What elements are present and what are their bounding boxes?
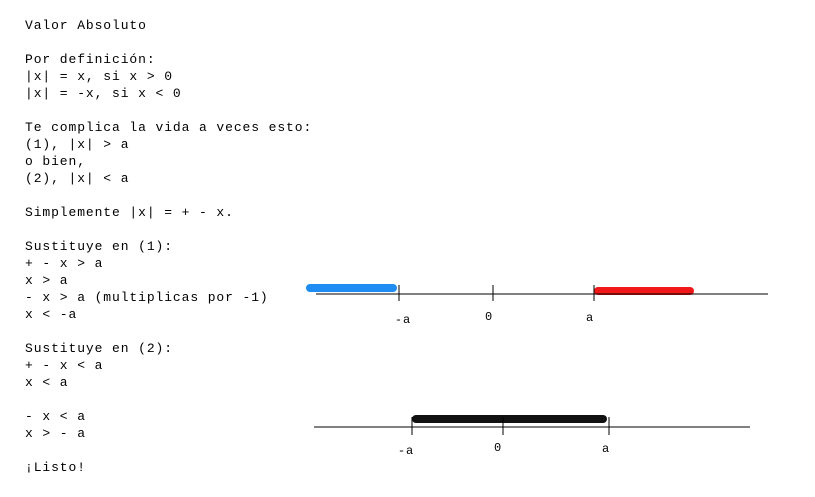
text-line: + - x < a: [25, 358, 104, 373]
text-line: x > a: [25, 273, 69, 288]
tick-label: 0: [485, 310, 493, 324]
text-line: o bien,: [25, 154, 86, 169]
text-line: (1), |x| > a: [25, 137, 130, 152]
text-line: Sustituye en (2):: [25, 341, 173, 356]
text-line: ¡Listo!: [25, 460, 86, 475]
number-line-2: -a 0 a: [314, 415, 750, 458]
text-line: (2), |x| < a: [25, 171, 130, 186]
number-line-1: -a 0 a: [306, 284, 768, 327]
text-line: x < -a: [25, 307, 78, 322]
text-line: Sustituye en (1):: [25, 239, 173, 254]
text-line: + - x > a: [25, 256, 104, 271]
text-line: - x > a (multiplicas por -1): [25, 290, 269, 305]
interval-left: [306, 284, 397, 292]
text-line: |x| = -x, si x < 0: [25, 86, 182, 101]
text-line: Por definición:: [25, 52, 156, 67]
text-line: Simplemente |x| = + - x.: [25, 205, 234, 220]
tick-label: -a: [395, 313, 411, 327]
interval-middle: [412, 415, 607, 423]
text-line: - x < a: [25, 409, 86, 424]
tick-label: a: [586, 311, 594, 325]
text-line: |x| = x, si x > 0: [25, 69, 173, 84]
text-line: x < a: [25, 375, 69, 390]
text-line: Valor Absoluto: [25, 18, 147, 33]
tick-label: 0: [494, 441, 502, 455]
interval-right: [594, 287, 694, 295]
text-line: x > - a: [25, 426, 86, 441]
tick-label: -a: [398, 444, 414, 458]
tick-label: a: [602, 442, 610, 456]
text-line: Te complica la vida a veces esto:: [25, 120, 313, 135]
